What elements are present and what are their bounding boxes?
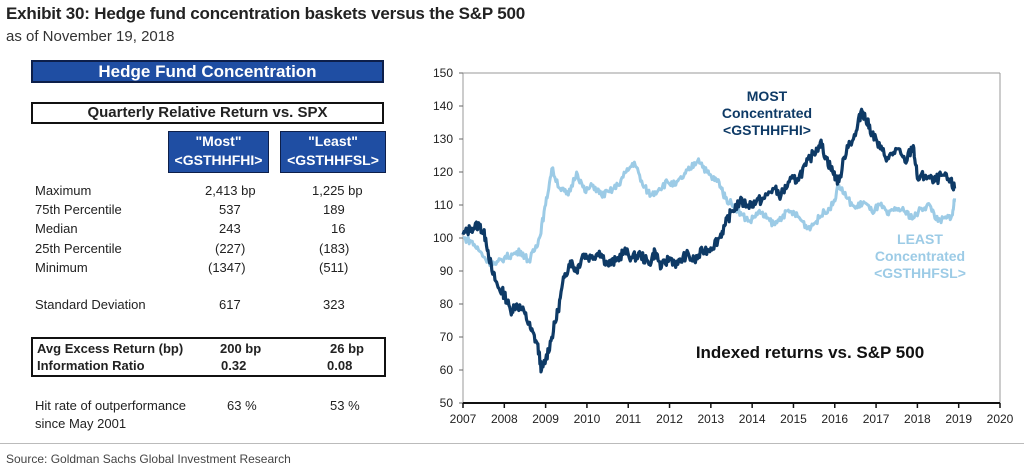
row-value-most: (1347) bbox=[208, 260, 246, 275]
y-tick-label: 70 bbox=[440, 330, 454, 344]
x-tick-label: 2017 bbox=[863, 412, 890, 426]
series-line-least bbox=[462, 157, 957, 268]
x-tick-label: 2013 bbox=[697, 412, 724, 426]
row-label: 25th Percentile bbox=[35, 241, 122, 256]
series-label-line: LEAST bbox=[897, 231, 943, 247]
table-row-avg-excess: Avg Excess Return (bp) 200 bp 26 bp bbox=[37, 339, 387, 359]
x-tick-label: 2008 bbox=[491, 412, 518, 426]
row-value-least: 323 bbox=[323, 297, 345, 312]
y-tick-label: 140 bbox=[433, 99, 453, 113]
table-row-stddev: Standard Deviation 617 323 bbox=[35, 295, 385, 315]
y-tick-label: 80 bbox=[440, 297, 454, 311]
row-label: Information Ratio bbox=[37, 358, 145, 373]
row-value-most: 63 % bbox=[227, 398, 257, 413]
row-value-least: 26 bp bbox=[330, 341, 364, 356]
y-tick-label: 100 bbox=[433, 231, 453, 245]
row-value-most: (227) bbox=[215, 241, 246, 256]
table-row: 75th Percentile 537 189 bbox=[35, 200, 385, 220]
table-row-hit-rate-line2: since May 2001 bbox=[35, 414, 385, 434]
source-note: Source: Goldman Sachs Global Investment … bbox=[6, 452, 291, 466]
x-tick-label: 2019 bbox=[945, 412, 972, 426]
chart-axes: 50 60 70 80 90 100 110 120 130 140 150 2007 2008 2009… bbox=[433, 66, 1014, 426]
exhibit-subtitle: as of November 19, 2018 bbox=[6, 28, 175, 45]
row-label: Hit rate of outperformance bbox=[35, 398, 187, 413]
y-tick-label: 60 bbox=[440, 363, 454, 377]
column-header-most-line1: "Most" bbox=[195, 133, 242, 149]
row-value-most: 617 bbox=[219, 297, 241, 312]
table-row: Median 243 16 bbox=[35, 219, 385, 239]
x-tick-label: 2016 bbox=[821, 412, 848, 426]
footer-divider bbox=[0, 443, 1024, 444]
x-tick-label: 2015 bbox=[780, 412, 807, 426]
row-value-least: 1,225 bp bbox=[312, 183, 363, 198]
x-tick-label: 2018 bbox=[904, 412, 931, 426]
table-row-info-ratio: Information Ratio 0.32 0.08 bbox=[37, 356, 387, 376]
x-tick-label: 2007 bbox=[450, 412, 477, 426]
row-value-most: 243 bbox=[219, 221, 241, 236]
row-label: Maximum bbox=[35, 183, 92, 198]
row-value-most: 2,413 bp bbox=[205, 183, 256, 198]
most-series-label: MOST Concentrated <GSTHHFHI> bbox=[722, 88, 812, 138]
y-tick-label: 90 bbox=[440, 264, 454, 278]
table-row: Minimum (1347) (511) bbox=[35, 258, 385, 278]
table-row: 25th Percentile (227) (183) bbox=[35, 239, 385, 259]
series-label-line: MOST bbox=[747, 88, 788, 104]
least-series-label: LEAST Concentrated <GSTHHFSL> bbox=[874, 231, 966, 281]
x-tick-label: 2020 bbox=[987, 412, 1014, 426]
row-value-most: 537 bbox=[219, 202, 241, 217]
row-label: Median bbox=[35, 221, 78, 236]
series-label-line: Concentrated bbox=[722, 105, 812, 121]
row-value-least: (183) bbox=[319, 241, 350, 256]
column-header-most: "Most" <GSTHHFHI> bbox=[168, 131, 269, 173]
x-tick-label: 2011 bbox=[615, 412, 641, 426]
table-row: Maximum 2,413 bp 1,225 bp bbox=[35, 181, 385, 201]
row-label: Minimum bbox=[35, 260, 88, 275]
y-tick-label: 50 bbox=[440, 396, 454, 410]
row-label: Standard Deviation bbox=[35, 297, 146, 312]
x-tick-label: 2012 bbox=[656, 412, 683, 426]
table-row-hit-rate: Hit rate of outperformance 63 % 53 % bbox=[35, 396, 385, 416]
column-header-least: "Least" <GSTHHFSL> bbox=[280, 131, 386, 173]
table-subbanner: Quarterly Relative Return vs. SPX bbox=[31, 102, 384, 124]
series-line-most bbox=[461, 107, 957, 374]
x-tick-label: 2010 bbox=[574, 412, 601, 426]
row-label: since May 2001 bbox=[35, 416, 127, 431]
x-tick-label: 2014 bbox=[739, 412, 766, 426]
row-value-most: 200 bp bbox=[220, 341, 262, 356]
column-header-most-line2: <GSTHHFHI> bbox=[174, 152, 263, 168]
y-tick-label: 150 bbox=[433, 66, 453, 80]
series-label-line: <GSTHHFHI> bbox=[723, 122, 811, 138]
x-tick-label: 2009 bbox=[532, 412, 559, 426]
row-label: 75th Percentile bbox=[35, 202, 122, 217]
column-header-least-line2: <GSTHHFSL> bbox=[287, 152, 379, 168]
series-label-line: Concentrated bbox=[875, 248, 965, 264]
y-tick-label: 120 bbox=[433, 165, 453, 179]
exhibit-title: Exhibit 30: Hedge fund concentration bas… bbox=[6, 4, 525, 23]
table-banner: Hedge Fund Concentration bbox=[31, 60, 384, 83]
row-value-least: 0.08 bbox=[327, 358, 353, 373]
row-value-least: 53 % bbox=[330, 398, 360, 413]
y-tick-label: 130 bbox=[433, 132, 453, 146]
row-value-most: 0.32 bbox=[221, 358, 247, 373]
row-label: Avg Excess Return (bp) bbox=[37, 341, 184, 356]
column-header-least-line1: "Least" bbox=[308, 133, 358, 149]
chart-series bbox=[461, 107, 957, 374]
y-tick-label: 110 bbox=[434, 198, 453, 212]
chart-title: Indexed returns vs. S&P 500 bbox=[696, 343, 924, 362]
row-value-least: 16 bbox=[331, 221, 346, 236]
row-value-least: (511) bbox=[319, 260, 349, 275]
summary-box: Avg Excess Return (bp) 200 bp 26 bp Info… bbox=[31, 337, 386, 377]
row-value-least: 189 bbox=[323, 202, 345, 217]
series-label-line: <GSTHHFSL> bbox=[874, 265, 966, 281]
